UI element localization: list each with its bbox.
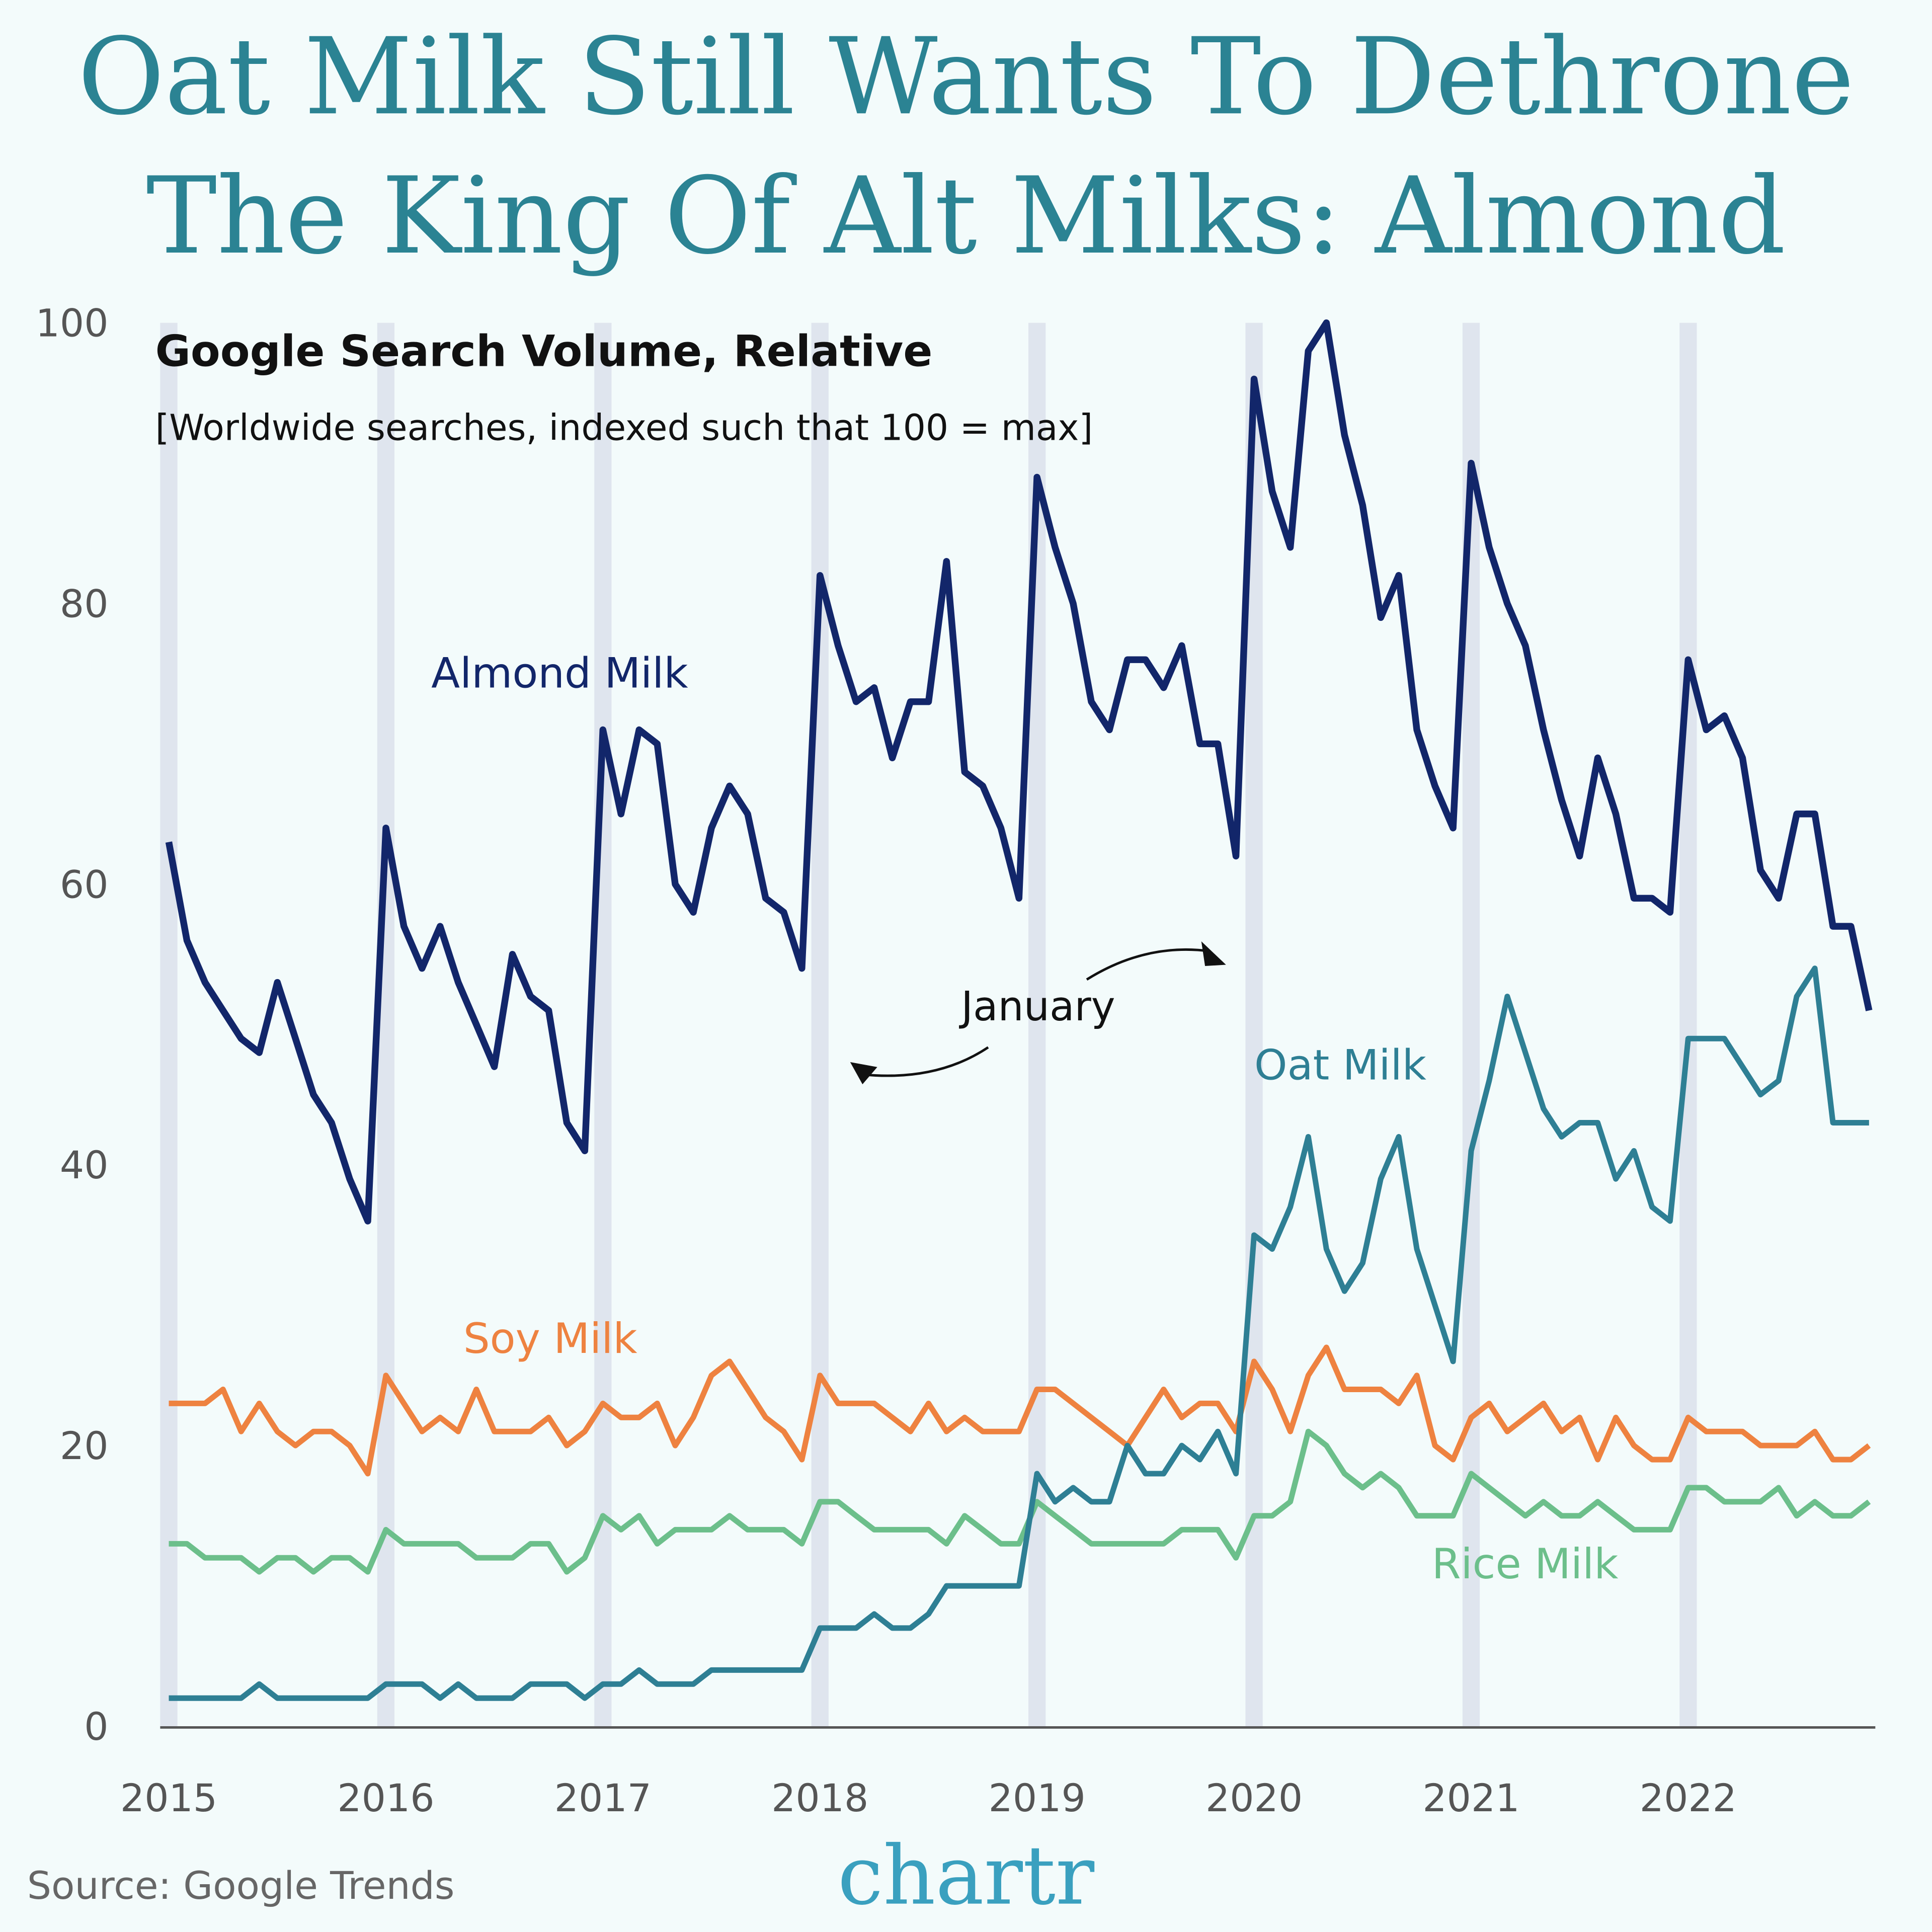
arrow-right-curve [1086,948,1211,981]
x-tick-label: 2018 [771,1776,868,1820]
y-tick-label: 0 [84,1705,108,1749]
x-tick-label: 2019 [989,1776,1086,1820]
series-line-oat-milk [169,965,1869,1701]
series-line-rice-milk [169,1428,1871,1575]
x-tick-label: 2016 [337,1776,434,1820]
arrow-left-curve [862,1046,989,1077]
title-line-2: The King Of Alt Milks: Almond [146,154,1786,278]
january-band [160,323,178,1727]
chart-title: Google Search Volume, Relative [155,326,933,376]
chart-subtitle: [Worldwide searches, indexed such that 1… [155,407,1093,448]
annotation-january: January [958,983,1115,1030]
january-band [594,323,612,1727]
y-tick-label: 60 [60,862,109,907]
series-lines [165,319,1873,1701]
y-tick-label: 20 [60,1424,109,1468]
x-tick-label: 2020 [1205,1776,1303,1820]
arrow-left-head-icon [850,1062,877,1085]
y-tick-label: 80 [60,582,109,626]
label-oat-milk: Oat Milk [1254,1040,1426,1089]
x-tick-label: 2017 [554,1776,652,1820]
label-almond-milk: Almond Milk [431,649,688,698]
chartr-logo: chartr [838,1829,1095,1923]
y-axis: 0 20 40 60 80 100 [36,301,109,1749]
january-band [811,323,829,1727]
y-tick-label: 100 [36,301,109,346]
x-tick-label: 2022 [1640,1776,1737,1820]
x-tick-label: 2021 [1422,1776,1519,1820]
x-tick-label: 2015 [120,1776,217,1820]
series-line-soy-milk [169,1344,1871,1477]
label-rice-milk: Rice Milk [1432,1540,1619,1588]
arrow-right-head-icon [1201,941,1226,966]
january-band [1679,323,1697,1727]
series-line-almond-milk [165,319,1873,1225]
source-note: Source: Google Trends [27,1864,454,1908]
y-tick-label: 40 [60,1143,109,1187]
title-line-1: Oat Milk Still Wants To Dethrone [77,15,1854,138]
label-soy-milk: Soy Milk [463,1314,637,1363]
x-axis: 2015 2016 2017 2018 2019 2020 2021 2022 [120,1776,1737,1820]
